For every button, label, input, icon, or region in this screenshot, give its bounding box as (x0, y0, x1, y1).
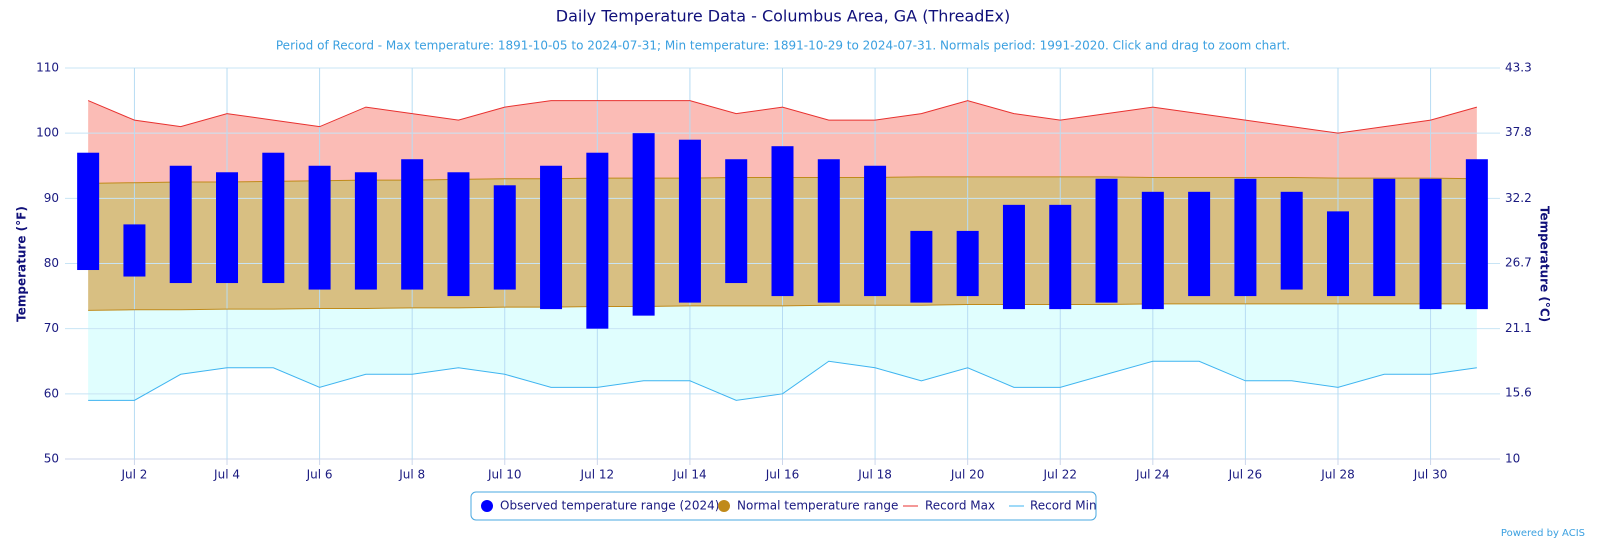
legend-label: Record Max (925, 499, 995, 513)
observed-bar (1049, 204, 1072, 310)
y2-tick-label: 21.1 (1505, 321, 1532, 335)
y-axis-title: Temperature (°F) (15, 206, 29, 322)
y2-tick-label: 10 (1505, 452, 1520, 466)
y-tick-label: 70 (44, 321, 59, 335)
legend-box (470, 491, 1097, 521)
x-tick-label: Jul 6 (306, 468, 333, 482)
y-tick-label: 100 (36, 126, 59, 140)
observed-bar (1002, 204, 1025, 310)
x-tick-label: Jul 24 (1135, 468, 1170, 482)
normal-low-line (88, 303, 1477, 311)
x-tick-label: Jul 2 (120, 468, 147, 482)
observed-bar (216, 172, 239, 284)
observed-bar (910, 230, 933, 303)
observed-bar (1141, 191, 1164, 310)
y-tick-label: 80 (44, 256, 59, 270)
chart-subtitle: Period of Record - Max temperature: 1891… (276, 39, 1290, 53)
legend-label: Normal temperature range (737, 499, 898, 513)
x-tick-label: Jul 8 (398, 468, 425, 482)
x-tick-label: Jul 4 (213, 468, 240, 482)
x-tick-label: Jul 22 (1042, 468, 1077, 482)
observed-bar (262, 152, 285, 284)
x-tick-label: Jul 30 (1413, 468, 1448, 482)
observed-bar (725, 159, 748, 284)
y-tick-label: 60 (44, 386, 59, 400)
y2-tick-label: 26.7 (1505, 255, 1532, 269)
x-tick-label: Jul 12 (580, 468, 615, 482)
legend-marker (481, 500, 493, 512)
observed-bar (169, 165, 192, 284)
y2-tick-label: 43.3 (1505, 61, 1532, 75)
x-tick-label: Jul 20 (950, 468, 985, 482)
observed-bar (1234, 178, 1257, 297)
y2-tick-label: 32.2 (1505, 191, 1532, 205)
observed-bar (1373, 178, 1396, 297)
observed-bar (447, 172, 470, 297)
observed-bar (817, 159, 840, 303)
y2-axis-title: Temperature (°C) (1538, 206, 1552, 322)
y2-tick-label: 37.8 (1505, 125, 1532, 139)
observed-bar (1465, 159, 1488, 310)
observed-bar (493, 185, 516, 290)
y-tick-label: 110 (36, 61, 59, 75)
x-tick-label: Jul 28 (1320, 468, 1355, 482)
observed-bar (864, 165, 887, 297)
observed-bar (540, 165, 563, 310)
observed-bar (354, 172, 377, 290)
x-tick-label: Jul 14 (672, 468, 707, 482)
x-tick-label: Jul 10 (487, 468, 522, 482)
observed-bar (401, 159, 424, 290)
y-tick-label: 90 (44, 191, 59, 205)
y2-tick-label: 15.6 (1505, 386, 1532, 400)
observed-bar (956, 230, 979, 297)
legend-label: Record Min (1030, 499, 1097, 513)
observed-bar (632, 133, 655, 316)
observed-bar (1326, 211, 1349, 297)
legend-label: Observed temperature range (2024) (500, 499, 719, 513)
observed-bar (1280, 191, 1303, 290)
observed-bar (1419, 178, 1442, 310)
x-tick-label: Jul 18 (857, 468, 892, 482)
observed-bar (123, 224, 146, 277)
y-tick-label: 50 (44, 452, 59, 466)
chart-title: Daily Temperature Data - Columbus Area, … (556, 7, 1010, 26)
record-max-line (87, 100, 1477, 134)
x-tick-label: Jul 26 (1228, 468, 1263, 482)
observed-bar (678, 139, 701, 303)
record-min-line (88, 360, 1477, 401)
observed-bar (308, 165, 331, 290)
observed-bar (1095, 178, 1118, 303)
legend-marker (718, 500, 730, 512)
observed-bar (771, 146, 794, 297)
observed-bar (1188, 191, 1211, 297)
observed-bar (77, 152, 100, 271)
x-tick-label: Jul 16 (765, 468, 800, 482)
observed-bar (586, 152, 609, 329)
credit: Powered by ACIS (1501, 528, 1585, 539)
